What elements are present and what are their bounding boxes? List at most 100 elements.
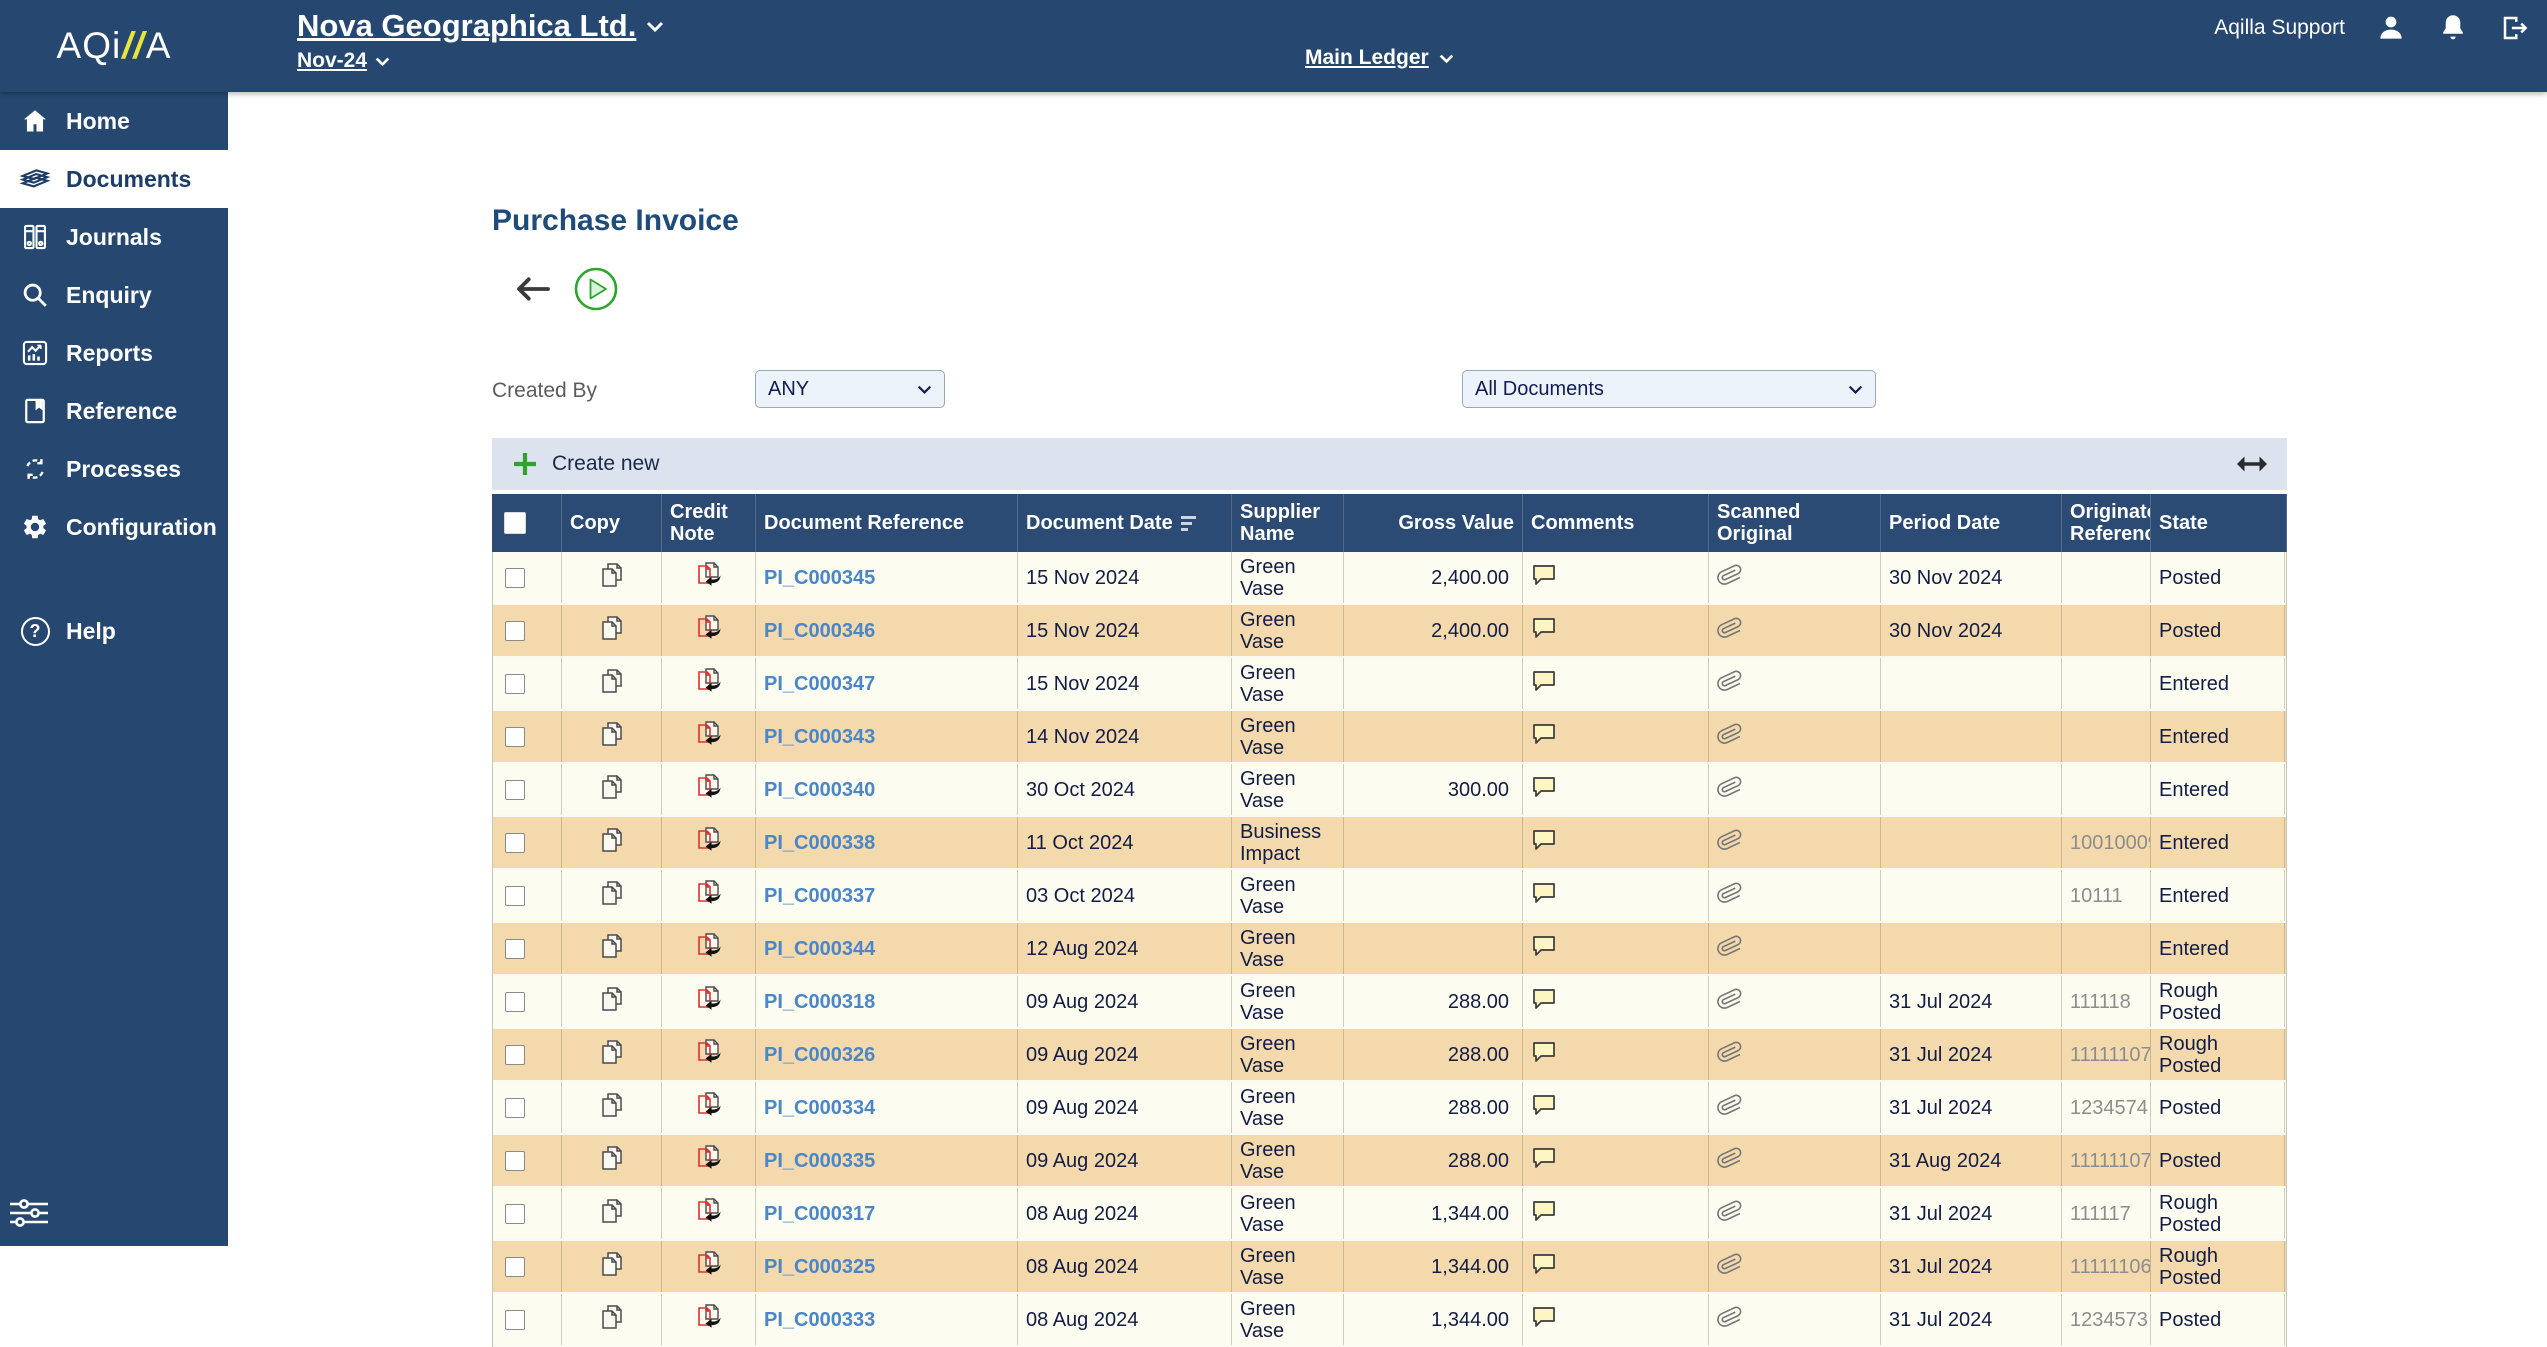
credit-note-icon[interactable] bbox=[695, 1250, 723, 1283]
credit-note-icon[interactable] bbox=[695, 985, 723, 1018]
credit-note-icon[interactable] bbox=[695, 879, 723, 912]
row-checkbox[interactable] bbox=[505, 1044, 525, 1065]
period-name[interactable]: Nov-24 bbox=[297, 49, 368, 72]
credit-note-icon[interactable] bbox=[695, 1038, 723, 1071]
row-checkbox[interactable] bbox=[505, 1150, 525, 1171]
paperclip-icon[interactable] bbox=[1717, 562, 1743, 593]
comment-icon[interactable] bbox=[1531, 1040, 1558, 1070]
document-reference-link[interactable]: PI_C000345 bbox=[764, 566, 876, 589]
comment-icon[interactable] bbox=[1531, 775, 1558, 805]
copy-icon[interactable] bbox=[599, 826, 625, 859]
period-selector[interactable]: Nov-24 bbox=[297, 49, 664, 73]
document-reference-link[interactable]: PI_C000338 bbox=[764, 831, 876, 854]
sidebar-item-enquiry[interactable]: Enquiry bbox=[0, 266, 228, 324]
paperclip-icon[interactable] bbox=[1717, 880, 1743, 911]
comment-icon[interactable] bbox=[1531, 1199, 1558, 1229]
row-checkbox[interactable] bbox=[505, 726, 525, 747]
sidebar-item-reference[interactable]: Reference bbox=[0, 382, 228, 440]
comment-icon[interactable] bbox=[1531, 616, 1558, 646]
row-checkbox[interactable] bbox=[505, 885, 525, 906]
logout-icon[interactable] bbox=[2499, 12, 2531, 44]
document-reference-link[interactable]: PI_C000326 bbox=[764, 1043, 876, 1066]
row-checkbox[interactable] bbox=[505, 1309, 525, 1330]
ledger-selector[interactable]: Main Ledger bbox=[1305, 46, 1454, 70]
select-all-checkbox[interactable] bbox=[504, 512, 526, 534]
create-new-button[interactable]: Create new bbox=[510, 449, 659, 479]
credit-note-icon[interactable] bbox=[695, 614, 723, 647]
row-checkbox[interactable] bbox=[505, 991, 525, 1012]
paperclip-icon[interactable] bbox=[1717, 668, 1743, 699]
document-reference-link[interactable]: PI_C000335 bbox=[764, 1149, 876, 1172]
bell-icon[interactable] bbox=[2437, 12, 2469, 44]
copy-icon[interactable] bbox=[599, 1091, 625, 1124]
row-checkbox[interactable] bbox=[505, 1203, 525, 1224]
company-selector[interactable]: Nova Geographica Ltd. bbox=[297, 8, 664, 44]
document-reference-link[interactable]: PI_C000337 bbox=[764, 884, 876, 907]
sidebar-item-help[interactable]: Help bbox=[0, 602, 228, 660]
documents-filter-select[interactable]: All Documents bbox=[1462, 370, 1876, 408]
sidebar-item-configuration[interactable]: Configuration bbox=[0, 498, 228, 556]
sidebar-item-home[interactable]: Home bbox=[0, 92, 228, 150]
copy-icon[interactable] bbox=[599, 667, 625, 700]
comment-icon[interactable] bbox=[1531, 934, 1558, 964]
comment-icon[interactable] bbox=[1531, 722, 1558, 752]
copy-icon[interactable] bbox=[599, 1144, 625, 1177]
created-by-select[interactable]: ANY bbox=[755, 370, 945, 408]
column-header-copy[interactable]: Copy bbox=[562, 494, 662, 552]
horizontal-resize-icon[interactable] bbox=[2235, 453, 2269, 475]
paperclip-icon[interactable] bbox=[1717, 1092, 1743, 1123]
row-checkbox[interactable] bbox=[505, 1256, 525, 1277]
comment-icon[interactable] bbox=[1531, 987, 1558, 1017]
paperclip-icon[interactable] bbox=[1717, 1198, 1743, 1229]
column-header-originator-reference[interactable]: Originator Reference bbox=[2062, 494, 2151, 552]
column-header-comments[interactable]: Comments bbox=[1523, 494, 1709, 552]
document-reference-link[interactable]: PI_C000318 bbox=[764, 990, 876, 1013]
paperclip-icon[interactable] bbox=[1717, 615, 1743, 646]
comment-icon[interactable] bbox=[1531, 1305, 1558, 1335]
comment-icon[interactable] bbox=[1531, 1252, 1558, 1282]
credit-note-icon[interactable] bbox=[695, 667, 723, 700]
copy-icon[interactable] bbox=[599, 879, 625, 912]
credit-note-icon[interactable] bbox=[695, 1303, 723, 1336]
row-checkbox[interactable] bbox=[505, 567, 525, 588]
column-header-scanned-original[interactable]: Scanned Original bbox=[1709, 494, 1881, 552]
user-icon[interactable] bbox=[2375, 12, 2407, 44]
copy-icon[interactable] bbox=[599, 773, 625, 806]
copy-icon[interactable] bbox=[599, 1250, 625, 1283]
sidebar-item-reports[interactable]: Reports bbox=[0, 324, 228, 382]
column-header-document-reference[interactable]: Document Reference bbox=[756, 494, 1018, 552]
comment-icon[interactable] bbox=[1531, 828, 1558, 858]
credit-note-icon[interactable] bbox=[695, 773, 723, 806]
credit-note-icon[interactable] bbox=[695, 561, 723, 594]
paperclip-icon[interactable] bbox=[1717, 827, 1743, 858]
sliders-icon[interactable] bbox=[8, 1196, 50, 1230]
column-header-state[interactable]: State bbox=[2151, 494, 2287, 552]
copy-icon[interactable] bbox=[599, 614, 625, 647]
document-reference-link[interactable]: PI_C000346 bbox=[764, 619, 876, 642]
paperclip-icon[interactable] bbox=[1717, 986, 1743, 1017]
row-checkbox[interactable] bbox=[505, 620, 525, 641]
column-header-period-date[interactable]: Period Date bbox=[1881, 494, 2062, 552]
copy-icon[interactable] bbox=[599, 932, 625, 965]
copy-icon[interactable] bbox=[599, 561, 625, 594]
paperclip-icon[interactable] bbox=[1717, 1304, 1743, 1335]
column-header-document-date[interactable]: Document Date bbox=[1018, 494, 1232, 552]
document-reference-link[interactable]: PI_C000333 bbox=[764, 1308, 876, 1331]
row-checkbox[interactable] bbox=[505, 938, 525, 959]
paperclip-icon[interactable] bbox=[1717, 774, 1743, 805]
row-checkbox[interactable] bbox=[505, 1097, 525, 1118]
row-checkbox[interactable] bbox=[505, 673, 525, 694]
company-name[interactable]: Nova Geographica Ltd. bbox=[297, 8, 637, 43]
comment-icon[interactable] bbox=[1531, 1093, 1558, 1123]
copy-icon[interactable] bbox=[599, 1197, 625, 1230]
copy-icon[interactable] bbox=[599, 720, 625, 753]
document-reference-link[interactable]: PI_C000325 bbox=[764, 1255, 876, 1278]
credit-note-icon[interactable] bbox=[695, 1144, 723, 1177]
document-reference-link[interactable]: PI_C000340 bbox=[764, 778, 876, 801]
document-reference-link[interactable]: PI_C000343 bbox=[764, 725, 876, 748]
row-checkbox[interactable] bbox=[505, 832, 525, 853]
comment-icon[interactable] bbox=[1531, 669, 1558, 699]
run-icon[interactable] bbox=[573, 266, 619, 317]
document-reference-link[interactable]: PI_C000347 bbox=[764, 672, 876, 695]
sidebar-item-journals[interactable]: Journals bbox=[0, 208, 228, 266]
